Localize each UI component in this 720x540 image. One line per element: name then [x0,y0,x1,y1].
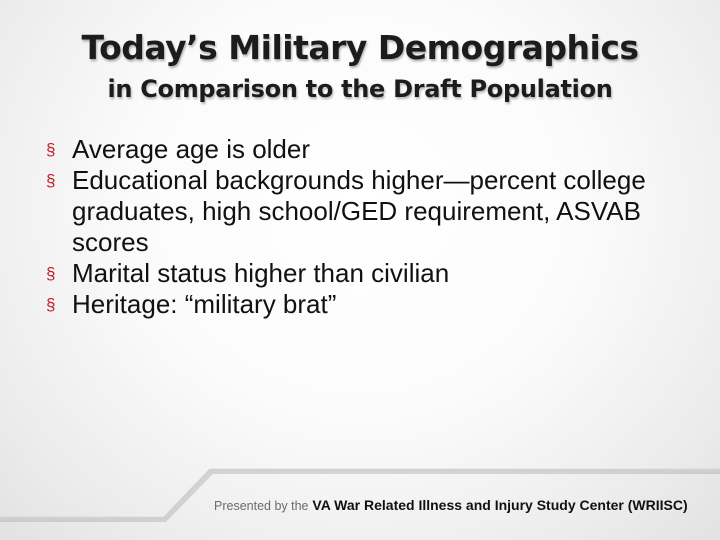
bullet-text: Heritage: “military brat” [72,289,337,319]
bullet-list: § Average age is older § Educational bac… [46,134,686,320]
bullet-text: Average age is older [72,134,311,164]
footer-swoosh [0,468,720,520]
footer-organization: VA War Related Illness and Injury Study … [312,497,688,513]
bullet-item: § Heritage: “military brat” [46,289,686,320]
bullet-marker: § [46,171,56,190]
footer-credit: Presented by the VA War Related Illness … [214,496,714,515]
footer-swoosh-shadow [0,470,720,522]
bullet-text: Marital status higher than civilian [72,258,450,288]
bullet-item: § Marital status higher than civilian [46,258,686,289]
bullet-item: § Educational backgrounds higher—percent… [46,165,686,258]
slide-title: Today’s Military Demographics in Compari… [0,28,720,106]
title-line-1: Today’s Military Demographics [81,28,639,67]
bullet-item: § Average age is older [46,134,686,165]
title-line-2: in Comparison to the Draft Population [107,75,613,103]
bullet-text: Educational backgrounds higher—percent c… [72,165,646,257]
bullet-marker: § [46,295,56,314]
bullet-marker: § [46,264,56,283]
bullet-marker: § [46,140,56,159]
footer-prefix: Presented by the [214,499,309,513]
